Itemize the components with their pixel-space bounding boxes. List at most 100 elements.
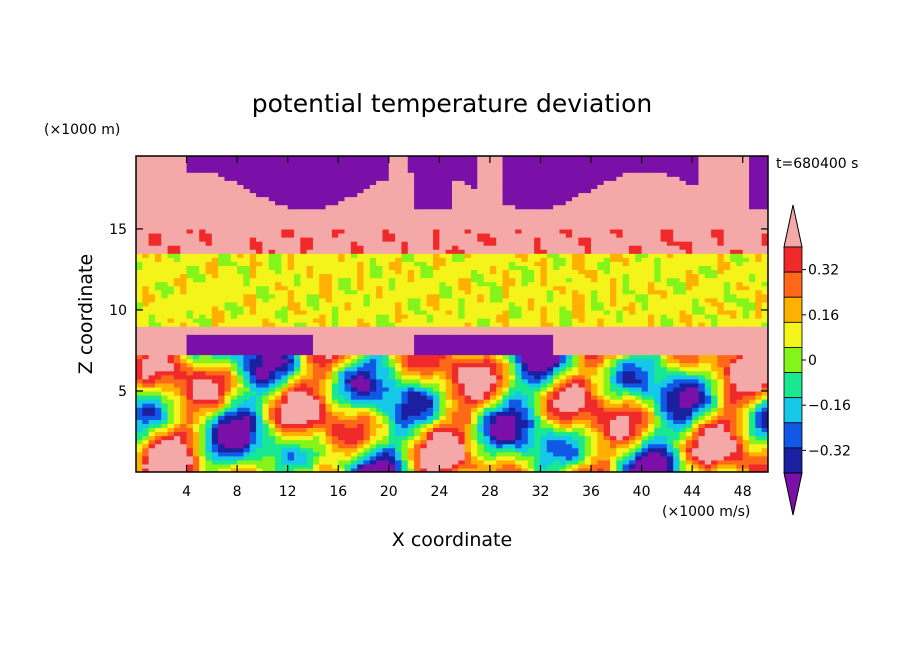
field-cell (477, 228, 485, 234)
field-cell (300, 439, 308, 445)
field-cell (319, 467, 327, 472)
field-cell (470, 407, 478, 412)
field-cell (458, 350, 466, 356)
field-cell (161, 293, 169, 299)
field-cell (237, 245, 245, 250)
field-cell (527, 326, 535, 331)
field-cell (369, 326, 377, 331)
field-cell (420, 156, 428, 161)
field-cell (376, 204, 384, 210)
field-cell (445, 447, 453, 453)
field-cell (192, 443, 200, 449)
field-cell (211, 451, 219, 457)
field-cell (230, 459, 238, 465)
field-cell (445, 443, 453, 449)
field-cell (281, 390, 289, 396)
field-cell (477, 366, 485, 372)
field-cell (136, 411, 143, 416)
field-cell (192, 326, 200, 331)
field-cell (294, 232, 301, 238)
field-cell (186, 403, 194, 408)
field-cell (161, 366, 169, 372)
field-cell (483, 443, 491, 449)
field-cell (489, 172, 497, 177)
field-cell (154, 467, 162, 472)
field-cell (312, 160, 320, 165)
field-cell (325, 305, 333, 311)
field-cell (192, 192, 200, 198)
field-cell (249, 447, 257, 453)
field-cell (515, 362, 523, 368)
field-cell (230, 289, 238, 295)
field-cell (452, 257, 459, 262)
field-cell (489, 362, 497, 368)
field-cell (521, 216, 529, 222)
field-cell (527, 382, 535, 388)
field-cell (154, 269, 162, 275)
field-cell (452, 467, 459, 472)
field-cell (452, 273, 459, 279)
field-cell (268, 192, 276, 198)
field-cell (433, 439, 440, 445)
field-cell (173, 305, 181, 311)
field-cell (401, 241, 409, 246)
field-cell (464, 326, 472, 331)
field-cell (186, 399, 194, 404)
field-cell (192, 362, 200, 368)
field-cell (205, 370, 213, 376)
field-cell (287, 390, 295, 396)
field-cell (186, 395, 194, 400)
field-cell (192, 237, 200, 242)
field-cell (420, 249, 428, 254)
field-cell (470, 467, 478, 472)
field-cell (414, 228, 421, 234)
field-cell (287, 431, 295, 437)
field-cell (300, 447, 308, 453)
field-cell (167, 301, 175, 307)
field-cell (161, 314, 169, 319)
field-cell (464, 192, 472, 198)
field-cell (230, 342, 238, 348)
field-cell (173, 257, 181, 262)
field-cell (420, 164, 428, 169)
field-cell (395, 411, 403, 416)
field-cell (521, 265, 529, 271)
field-cell (218, 386, 226, 392)
field-cell (148, 334, 156, 339)
field-cell (521, 249, 529, 254)
field-cell (256, 289, 263, 295)
field-cell (489, 249, 497, 254)
field-cell (167, 273, 175, 279)
field-cell (306, 463, 314, 469)
field-cell (452, 309, 459, 315)
field-cell (433, 411, 440, 416)
field-cell (205, 362, 213, 368)
field-cell (363, 390, 371, 396)
field-cell (167, 297, 175, 303)
field-cell (426, 172, 434, 177)
field-cell (350, 176, 358, 181)
field-cell (452, 261, 459, 266)
field-cell (243, 314, 251, 319)
field-cell (331, 253, 339, 258)
field-cell (300, 241, 308, 246)
field-cell (350, 228, 358, 234)
field-cell (148, 156, 156, 161)
field-cell (350, 463, 358, 469)
field-cell (154, 326, 162, 331)
field-cell (407, 407, 415, 412)
field-cell (230, 196, 238, 202)
field-cell (433, 382, 440, 388)
field-cell (319, 350, 327, 356)
field-cell (344, 378, 352, 384)
field-cell (470, 346, 478, 352)
field-cell (294, 431, 301, 437)
field-cell (414, 395, 421, 400)
field-cell (376, 338, 384, 343)
field-cell (350, 467, 358, 472)
field-cell (192, 382, 200, 388)
field-cell (439, 257, 447, 262)
field-cell (249, 314, 257, 319)
field-cell (452, 196, 459, 202)
field-cell (256, 176, 263, 181)
